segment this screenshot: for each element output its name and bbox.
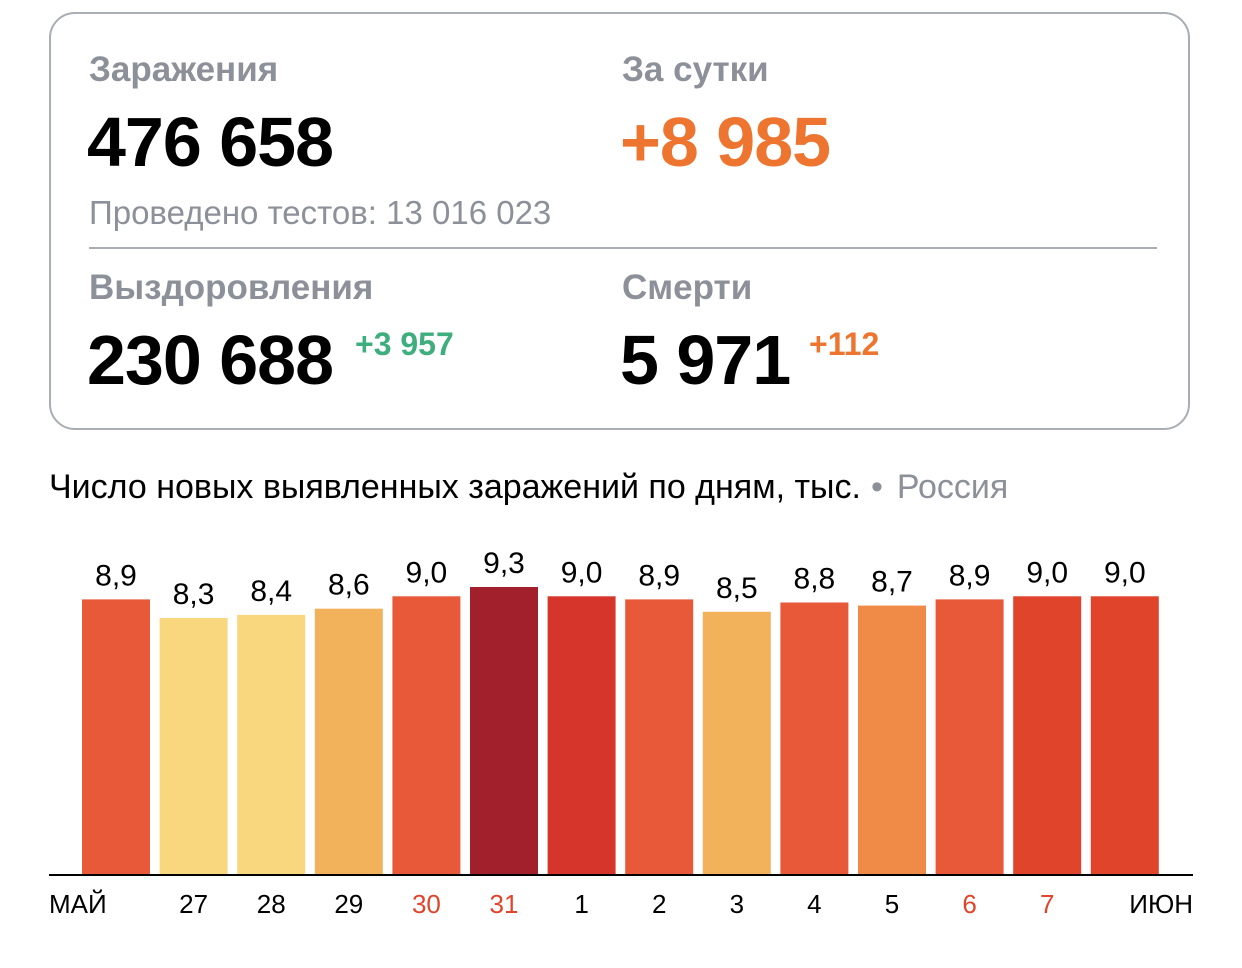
- bar-2: [625, 599, 694, 875]
- recovered-value: 230 688: [87, 321, 334, 399]
- deaths-value: 5 971: [620, 321, 791, 399]
- bar-30: [392, 596, 461, 875]
- chart-title: Число новых выявленных заражений по дням…: [49, 468, 861, 506]
- recovered-label: Выздоровления: [89, 268, 374, 307]
- bar-chart: 8,9 МАЙ 8,3 27 8,4 28 8,6 29 9,0 30 9,3 31 9,0 1 8,9 2 8…: [49, 547, 1193, 919]
- region-selector[interactable]: Россия: [896, 468, 1009, 506]
- x-tick-29: 29: [334, 889, 363, 919]
- value-label-4: 8,8: [794, 562, 836, 595]
- bar-7: [1013, 596, 1082, 875]
- value-label-27: 8,3: [173, 578, 215, 611]
- dot-separator: •: [870, 468, 883, 506]
- x-tick-7: 7: [1040, 889, 1054, 919]
- daily-label: За сутки: [622, 50, 769, 89]
- bar-4: [780, 602, 849, 875]
- deaths-label: Смерти: [622, 268, 753, 307]
- value-label-29: 8,6: [328, 569, 370, 602]
- value-label-3: 8,5: [716, 572, 758, 605]
- bar-3: [702, 611, 771, 875]
- bar-ИЮН: [1090, 596, 1159, 875]
- bar-31: [470, 587, 538, 875]
- x-tick-ИЮН: ИЮН: [1129, 889, 1193, 919]
- chart-title-row: Число новых выявленных заражений по дням…: [49, 468, 1008, 507]
- x-tick-МАЙ: МАЙ: [49, 889, 107, 919]
- x-tick-30: 30: [412, 889, 441, 919]
- x-tick-6: 6: [962, 889, 976, 919]
- bar-29: [314, 608, 383, 875]
- bar-27: [159, 617, 228, 875]
- value-label-31: 9,3: [483, 547, 525, 580]
- value-label-2: 8,9: [638, 559, 680, 592]
- divider: [89, 247, 1157, 249]
- stats-card: Заражения 476 658 За сутки +8 985 Провед…: [49, 12, 1190, 430]
- bar-1: [547, 596, 616, 875]
- deaths-delta: +112: [809, 326, 880, 362]
- infections-value: 476 658: [87, 103, 334, 181]
- x-tick-3: 3: [730, 889, 744, 919]
- value-label-5: 8,7: [871, 566, 913, 599]
- bar-6: [935, 599, 1004, 875]
- value-label-7: 9,0: [1026, 556, 1068, 589]
- value-label-1: 9,0: [561, 556, 603, 589]
- x-tick-28: 28: [257, 889, 286, 919]
- recovered-delta: +3 957: [355, 326, 454, 362]
- x-tick-1: 1: [574, 889, 588, 919]
- value-label-ИЮН: 9,0: [1104, 556, 1146, 589]
- x-tick-2: 2: [652, 889, 666, 919]
- value-label-6: 8,9: [949, 559, 991, 592]
- x-tick-27: 27: [179, 889, 208, 919]
- value-label-МАЙ: 8,9: [95, 559, 137, 592]
- infections-label: Заражения: [89, 50, 279, 89]
- bar-5: [858, 605, 926, 875]
- daily-value: +8 985: [620, 103, 831, 181]
- x-tick-31: 31: [490, 889, 519, 919]
- value-label-28: 8,4: [250, 575, 292, 608]
- bar-28: [237, 614, 306, 875]
- tests-count: Проведено тестов: 13 016 023: [89, 194, 552, 231]
- x-tick-5: 5: [885, 889, 899, 919]
- x-tick-4: 4: [807, 889, 821, 919]
- bar-МАЙ: [82, 599, 150, 875]
- value-label-30: 9,0: [406, 556, 448, 589]
